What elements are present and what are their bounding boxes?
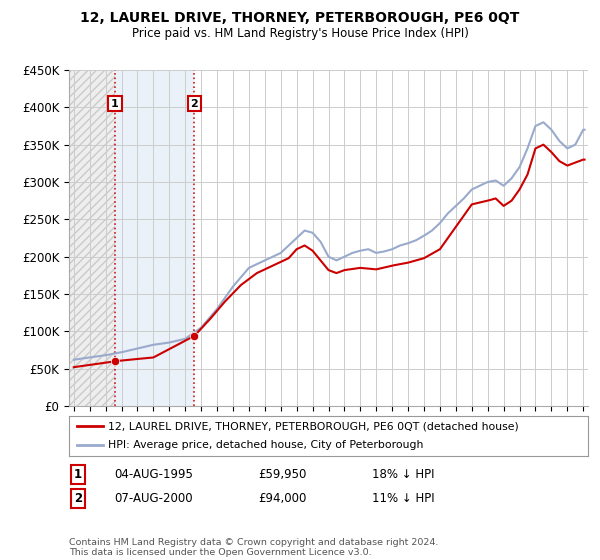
Text: £59,950: £59,950: [258, 468, 307, 482]
Text: 1: 1: [74, 468, 82, 482]
Text: 1: 1: [111, 99, 119, 109]
Text: 12, LAUREL DRIVE, THORNEY, PETERBOROUGH, PE6 0QT (detached house): 12, LAUREL DRIVE, THORNEY, PETERBOROUGH,…: [108, 421, 518, 431]
Text: 04-AUG-1995: 04-AUG-1995: [114, 468, 193, 482]
Text: 11% ↓ HPI: 11% ↓ HPI: [372, 492, 434, 505]
Text: £94,000: £94,000: [258, 492, 307, 505]
Text: Price paid vs. HM Land Registry's House Price Index (HPI): Price paid vs. HM Land Registry's House …: [131, 27, 469, 40]
Text: 18% ↓ HPI: 18% ↓ HPI: [372, 468, 434, 482]
Text: 2: 2: [74, 492, 82, 505]
Text: HPI: Average price, detached house, City of Peterborough: HPI: Average price, detached house, City…: [108, 440, 424, 450]
Text: Contains HM Land Registry data © Crown copyright and database right 2024.
This d: Contains HM Land Registry data © Crown c…: [69, 538, 439, 557]
Text: 07-AUG-2000: 07-AUG-2000: [114, 492, 193, 505]
Text: 12, LAUREL DRIVE, THORNEY, PETERBOROUGH, PE6 0QT: 12, LAUREL DRIVE, THORNEY, PETERBOROUGH,…: [80, 11, 520, 25]
Text: 2: 2: [191, 99, 199, 109]
